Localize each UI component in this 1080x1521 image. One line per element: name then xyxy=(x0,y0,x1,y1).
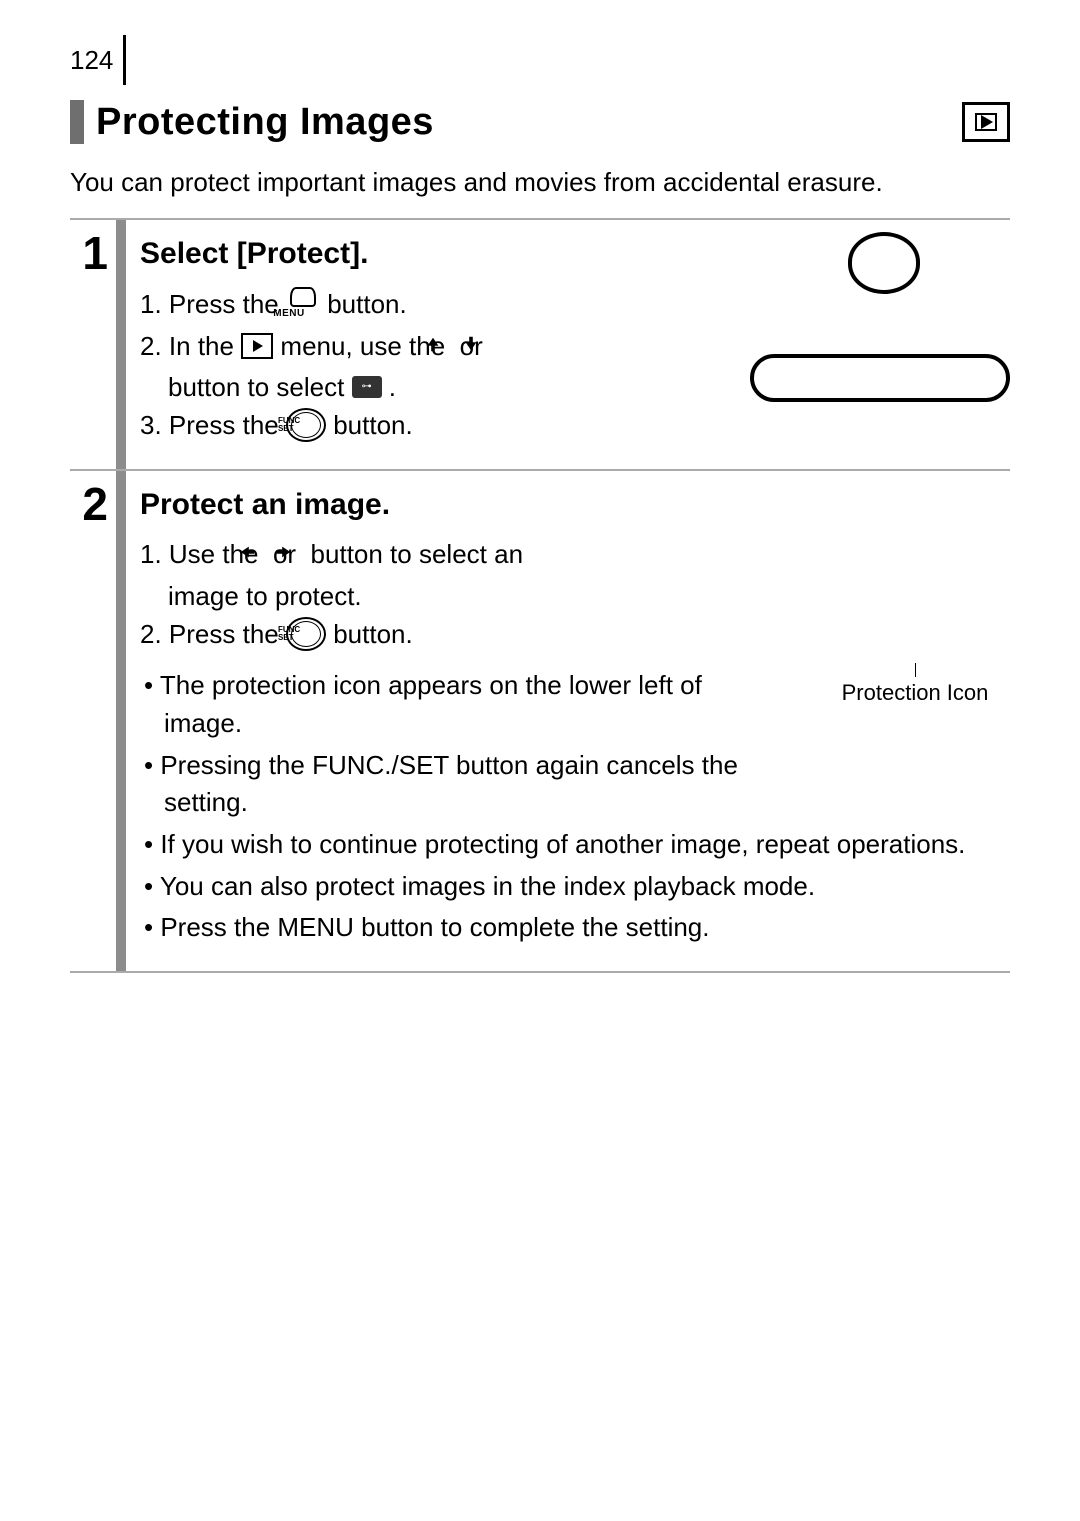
text: button to select xyxy=(168,372,352,402)
text: 3. Press the xyxy=(140,410,286,440)
step-1: 1 Select [Protect]. 1. Press the MENU xyxy=(70,220,1010,470)
title-accent-bar xyxy=(70,100,84,144)
protection-icon-callout: Protection Icon xyxy=(820,663,1010,715)
protection-icon-label: Protection Icon xyxy=(842,677,989,709)
step-heading: Protect an image. xyxy=(140,483,1010,527)
step-number: 2 xyxy=(70,471,126,971)
play-triangle-icon xyxy=(981,115,993,129)
step-number: 1 xyxy=(70,220,126,468)
playback-icon-inner-frame xyxy=(975,113,997,131)
text: button. xyxy=(333,410,413,440)
button-outline-icon xyxy=(848,232,920,294)
step-2: 2 Protect an image. 1. Use the or button… xyxy=(70,471,1010,973)
text: 2. In the xyxy=(140,331,241,361)
substep: 3. Press the FUNCSET button. xyxy=(140,407,1010,445)
text: button. xyxy=(333,619,413,649)
page-title: Protecting Images xyxy=(96,101,950,144)
text: 2. Press the xyxy=(140,619,286,649)
steps-list: 1 Select [Protect]. 1. Press the MENU xyxy=(70,218,1010,973)
bullet-list: The protection icon appears on the lower… xyxy=(140,667,1010,947)
substep: 2. Press the FUNCSET button. xyxy=(140,616,1010,654)
func-set-button-icon: FUNCSET xyxy=(286,617,326,651)
bullet-item: The protection icon appears on the lower… xyxy=(140,667,774,742)
page-number-wrap: 124 xyxy=(70,30,1010,100)
bullet-item: Press the MENU button to complete the se… xyxy=(140,909,1010,947)
step-body: Select [Protect]. 1. Press the MENU butt… xyxy=(126,220,1010,468)
menu-button-icon: MENU xyxy=(286,289,320,319)
screen-outline-icon xyxy=(750,354,1010,402)
func-set-button-icon: FUNCSET xyxy=(286,408,326,442)
text: 1. Press the xyxy=(140,289,286,319)
bullet-item: You can also protect images in the index… xyxy=(140,868,1010,906)
step-body: Protect an image. 1. Use the or button t… xyxy=(126,471,1010,971)
title-row: Protecting Images xyxy=(70,100,1010,144)
playback-mode-icon xyxy=(962,102,1010,142)
play-menu-icon xyxy=(241,333,273,359)
text: button. xyxy=(327,289,407,319)
bullet-item: Pressing the FUNC./SET button again canc… xyxy=(140,747,774,822)
bullet-item: If you wish to continue protecting of an… xyxy=(140,826,1010,864)
substep-line2: image to protect. xyxy=(140,578,1010,616)
protect-key-icon: ⊶ xyxy=(352,376,382,398)
text: . xyxy=(389,372,396,402)
manual-page: 124 Protecting Images You can protect im… xyxy=(0,0,1080,973)
text: button to select an xyxy=(311,539,523,569)
intro-text: You can protect important images and mov… xyxy=(70,164,1010,200)
step1-illustrations xyxy=(740,232,1010,402)
page-number: 124 xyxy=(70,35,126,85)
substep: 1. Use the or button to select an xyxy=(140,536,1010,574)
